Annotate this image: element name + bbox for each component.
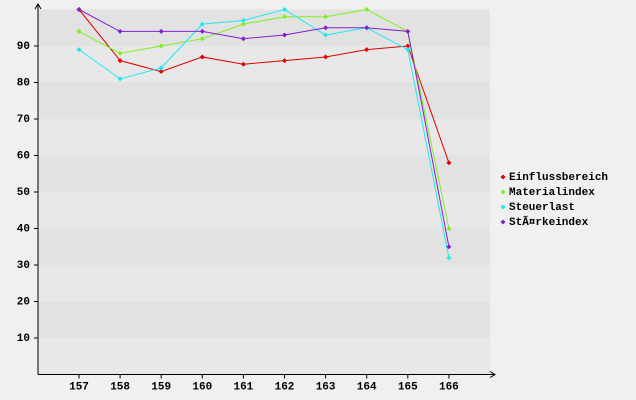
point [282, 58, 287, 64]
legend-label: Einflussbereich [509, 172, 608, 184]
y-tick-label: 30 [17, 260, 30, 272]
point [240, 36, 246, 42]
point [323, 32, 329, 38]
series-line [78, 8, 450, 229]
point [446, 226, 452, 231]
legend-marker [500, 204, 506, 210]
point [158, 69, 164, 75]
point [405, 47, 411, 53]
plot-band [38, 265, 490, 302]
legend-marker [500, 189, 506, 195]
y-tick-label: 50 [17, 187, 30, 199]
series-line [78, 9, 450, 247]
y-tick-label: 60 [17, 150, 30, 162]
plot-band [38, 46, 490, 83]
point [199, 21, 205, 27]
plot-band [38, 192, 490, 229]
legend-label: Steuerlast [509, 202, 575, 214]
point [158, 28, 164, 34]
point [323, 14, 329, 20]
legend-label: Materialindex [509, 187, 595, 199]
point [240, 61, 246, 67]
point [323, 54, 329, 60]
plot-band [38, 301, 490, 338]
y-axis-arrow [34, 3, 42, 10]
legend-marker [500, 219, 506, 225]
point [76, 47, 82, 53]
series-line [78, 8, 450, 258]
point [364, 47, 370, 53]
plot-band [38, 228, 490, 265]
point [158, 65, 164, 71]
point [76, 7, 82, 12]
point [446, 160, 452, 166]
y-tick-label: 20 [17, 296, 30, 308]
x-tick-label: 158 [110, 381, 130, 393]
point [117, 50, 123, 56]
point [282, 7, 287, 12]
plot-band [38, 338, 490, 375]
y-tick-label: 80 [17, 77, 30, 89]
y-tick-label: 90 [17, 41, 30, 53]
point [405, 28, 411, 34]
x-tick-label: 157 [69, 381, 89, 393]
y-tick-label: 70 [17, 114, 30, 126]
point [282, 14, 287, 20]
x-tick-label: 161 [233, 381, 253, 393]
point [364, 7, 370, 12]
point [323, 25, 329, 31]
point [405, 43, 411, 49]
legend-marker [500, 174, 506, 180]
x-tick-label: 166 [439, 381, 459, 393]
y-tick-label: 10 [17, 333, 30, 345]
point [199, 36, 205, 42]
legend-label: StÃ¤rkeindex [509, 215, 589, 229]
point [117, 28, 123, 34]
plot-band [38, 119, 490, 156]
point [446, 244, 452, 250]
x-axis-arrow [489, 371, 496, 378]
point [117, 76, 123, 82]
x-tick-label: 164 [357, 381, 377, 393]
point [446, 255, 452, 261]
y-tick-label: 40 [17, 223, 30, 235]
x-tick-label: 162 [275, 381, 295, 393]
plot-band [38, 155, 490, 192]
series-line [78, 9, 450, 163]
point [199, 54, 205, 60]
point [282, 32, 287, 38]
plot-band [38, 82, 490, 119]
point [240, 21, 246, 27]
x-tick-label: 163 [316, 381, 336, 393]
x-tick-label: 160 [192, 381, 212, 393]
x-tick-label: 159 [151, 381, 171, 393]
point [240, 17, 246, 23]
point [199, 28, 205, 34]
point [158, 43, 164, 49]
point [117, 58, 123, 64]
point [364, 25, 370, 31]
x-tick-label: 165 [398, 381, 418, 393]
point [76, 28, 82, 34]
